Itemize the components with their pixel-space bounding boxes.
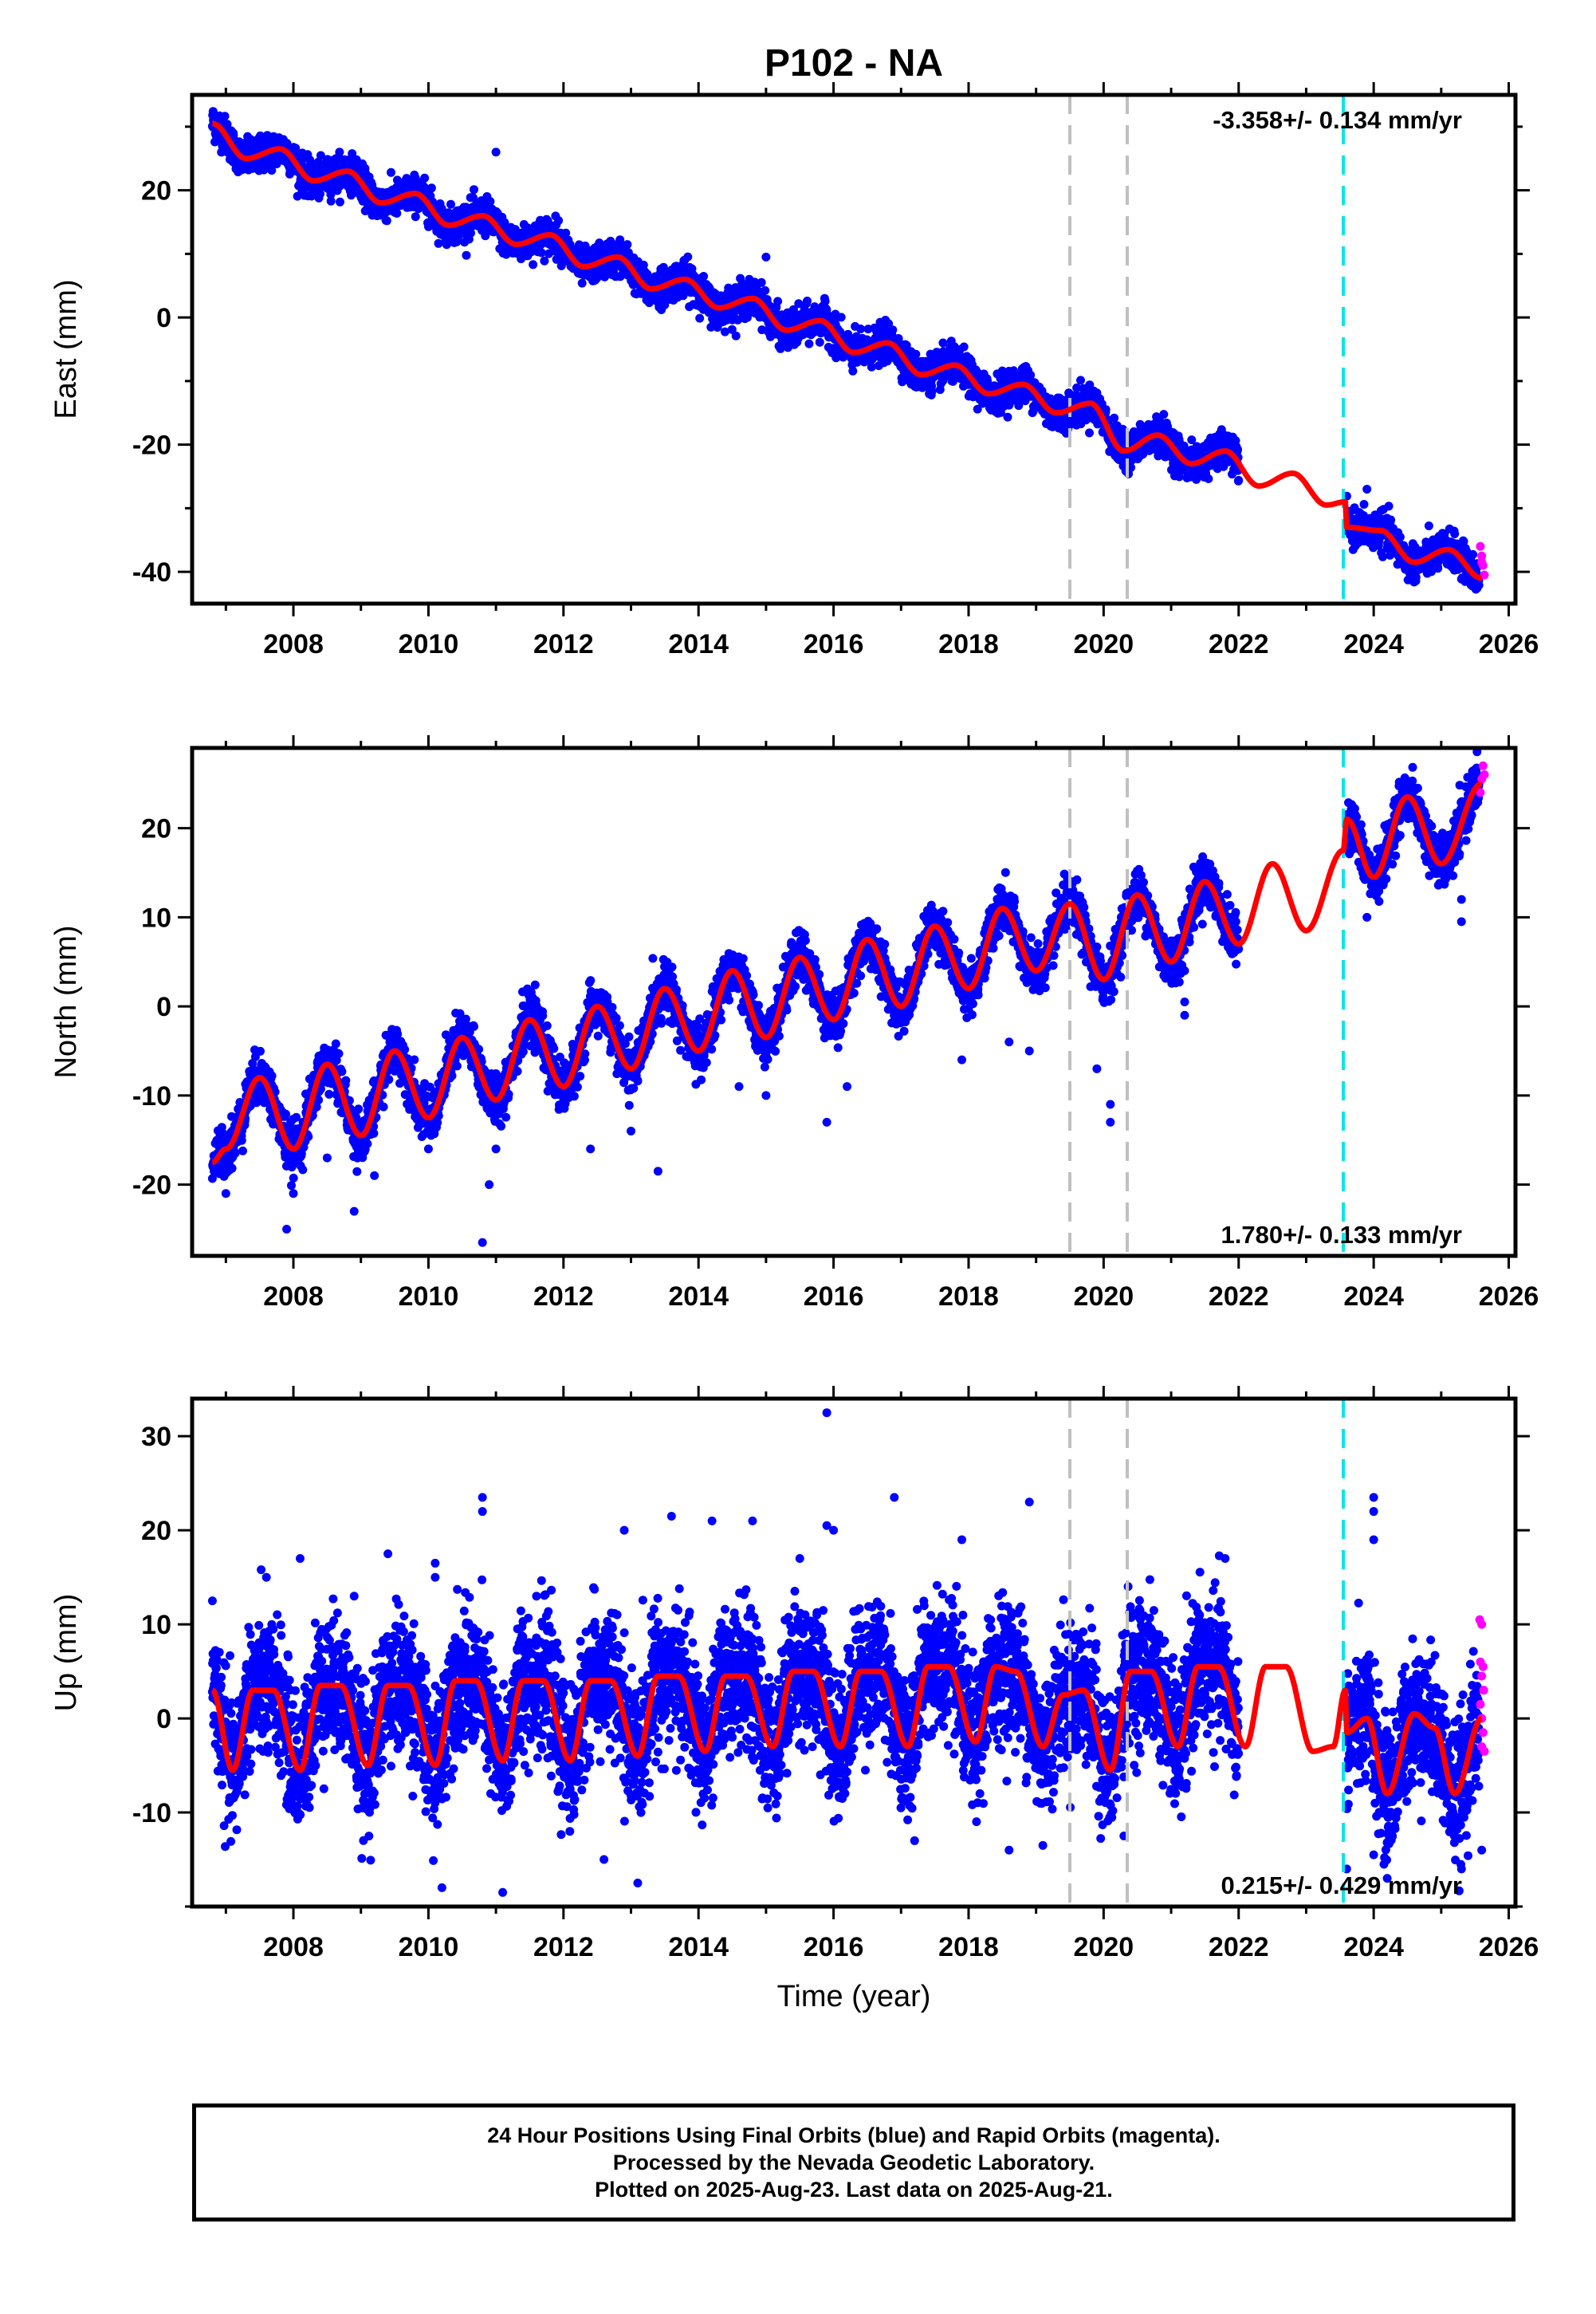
final-orbit-point — [820, 297, 830, 306]
panels: 2008 2010 2012 2014 2016 2018 2020 2022 2024 2026… — [49, 82, 1539, 2013]
final-orbit-point — [392, 209, 402, 218]
final-orbit-point — [326, 196, 336, 206]
final-orbit-point — [230, 1148, 240, 1158]
final-orbit-point — [1076, 376, 1085, 385]
rapid-orbit-point — [1476, 541, 1485, 551]
final-orbit-point — [1359, 500, 1369, 509]
final-orbit-point — [411, 212, 420, 222]
final-orbit-point — [959, 342, 969, 352]
final-orbit-point — [804, 339, 814, 348]
y-axis-label-east: East (mm) — [49, 279, 83, 419]
final-orbit-point — [1395, 533, 1405, 541]
final-orbit-point — [485, 197, 495, 207]
final-orbit-point — [1204, 474, 1213, 483]
final-orbit-point — [291, 144, 301, 153]
final-orbit-point — [446, 199, 455, 209]
final-orbit-point — [761, 285, 770, 295]
final-orbit-point — [1233, 445, 1242, 455]
final-orbit-point — [491, 148, 501, 157]
final-orbit-point — [529, 260, 538, 270]
final-orbit-point — [815, 337, 824, 347]
x-tick-label: 2014 — [668, 629, 729, 659]
final-orbit-point — [387, 167, 395, 177]
rate-annotation-east: -3.358+/- 0.134 mm/yr — [1213, 106, 1462, 134]
final-orbit-point — [336, 197, 344, 207]
final-orbit-point — [1450, 529, 1460, 538]
x-tick-label: 2024 — [1343, 629, 1404, 659]
final-orbit-point — [540, 256, 549, 266]
x-tick-label: 2020 — [1074, 629, 1134, 659]
final-orbit-point — [848, 366, 858, 376]
plot-area-east — [207, 95, 1489, 604]
final-orbit-point — [757, 277, 766, 287]
x-tick-label: 2016 — [804, 629, 864, 659]
x-tick-label: 2022 — [1209, 629, 1269, 659]
final-orbit-point — [1468, 549, 1478, 559]
final-orbit-point — [927, 387, 937, 396]
final-orbit-point — [1159, 410, 1169, 419]
panel-north: 2008 2010 2012 2014 2016 2018 2020 2022 2024 2026… — [49, 735, 1539, 1312]
final-orbit-point — [1378, 552, 1387, 561]
final-orbit-point — [227, 1163, 237, 1173]
figure-title: P102 - NA — [765, 42, 943, 85]
final-orbit-point — [1085, 428, 1094, 438]
plot-area-north — [207, 748, 1489, 1256]
final-orbit-point — [1003, 412, 1012, 422]
final-orbit-point — [731, 331, 741, 340]
y-tick-label: 20 — [141, 176, 171, 207]
rapid-orbit-point — [1477, 557, 1487, 567]
final-orbit-point — [470, 185, 478, 195]
final-orbit-point — [773, 297, 783, 306]
final-orbit-point — [237, 1135, 246, 1145]
x-tick-label: 2018 — [938, 629, 999, 659]
final-orbit-point — [554, 216, 564, 226]
final-orbit-point — [1386, 515, 1396, 525]
final-orbit-point — [856, 325, 866, 333]
final-orbit-point — [699, 272, 709, 281]
final-orbit-point — [1234, 475, 1244, 485]
final-orbit-point — [803, 297, 812, 305]
final-orbit-point — [316, 151, 325, 160]
y-tick-label: 0 — [156, 303, 171, 333]
final-orbit-point — [427, 183, 436, 193]
y-axis-east: -40 -20 0 20 — [132, 125, 1530, 588]
final-orbit-point — [1362, 484, 1372, 494]
final-orbit-point — [326, 190, 336, 199]
final-orbit-point — [220, 112, 230, 121]
final-orbit-point — [1110, 413, 1119, 423]
y-tick-label: -20 — [132, 431, 171, 461]
final-orbit-point — [267, 166, 277, 175]
final-orbit-point — [316, 189, 324, 199]
final-orbit-point — [623, 240, 632, 250]
final-orbit-point — [695, 313, 705, 323]
final-orbit-point — [761, 252, 771, 262]
final-orbit-point — [222, 120, 232, 129]
final-orbit-point — [683, 252, 693, 262]
final-orbit-point — [911, 349, 921, 359]
final-orbit-point — [238, 1146, 247, 1155]
panel-east: 2008 2010 2012 2014 2016 2018 2020 2022 2024 2026… — [49, 82, 1539, 659]
final-orbit-point — [335, 148, 344, 157]
final-orbit-point — [420, 173, 430, 183]
final-orbit-point — [462, 250, 471, 260]
y-tick-label: -40 — [132, 557, 171, 588]
x-tick-label: 2010 — [399, 629, 459, 659]
final-orbit-point — [1474, 580, 1484, 590]
final-orbit-point — [1384, 502, 1394, 511]
final-orbit-point — [434, 238, 443, 248]
final-orbit-point — [1424, 521, 1433, 530]
final-orbit-point — [888, 325, 898, 335]
final-orbit-point — [382, 216, 391, 226]
x-tick-label: 2008 — [263, 629, 324, 659]
x-tick-label: 2026 — [1479, 629, 1539, 659]
final-orbit-point — [836, 313, 846, 322]
x-tick-label: 2012 — [533, 629, 594, 659]
final-orbit-point — [577, 278, 587, 288]
